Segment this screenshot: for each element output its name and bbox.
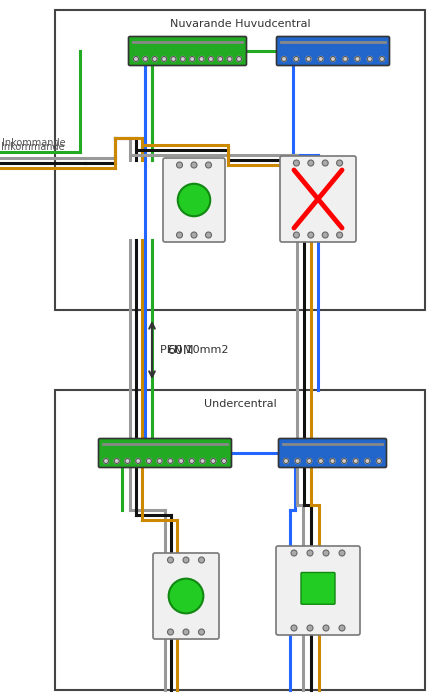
Text: 60M: 60M	[167, 344, 194, 356]
Circle shape	[211, 458, 216, 463]
FancyBboxPatch shape	[279, 438, 386, 468]
Circle shape	[318, 57, 323, 62]
Circle shape	[103, 458, 109, 463]
Circle shape	[319, 458, 323, 463]
Circle shape	[114, 458, 119, 463]
Circle shape	[307, 625, 313, 631]
Circle shape	[143, 57, 148, 62]
Circle shape	[209, 57, 213, 62]
Circle shape	[323, 550, 329, 556]
Circle shape	[295, 458, 300, 463]
Circle shape	[307, 458, 312, 463]
Bar	[55, 10, 425, 310]
Circle shape	[330, 458, 335, 463]
Circle shape	[179, 458, 183, 463]
Circle shape	[339, 625, 345, 631]
Circle shape	[291, 625, 297, 631]
Circle shape	[343, 57, 348, 62]
Circle shape	[379, 57, 385, 62]
Circle shape	[136, 458, 141, 463]
Circle shape	[355, 57, 360, 62]
Circle shape	[178, 184, 210, 216]
Circle shape	[322, 232, 328, 238]
Circle shape	[189, 458, 194, 463]
Circle shape	[337, 160, 343, 166]
Circle shape	[323, 625, 329, 631]
Circle shape	[291, 550, 297, 556]
Circle shape	[377, 458, 381, 463]
FancyBboxPatch shape	[163, 158, 225, 242]
Circle shape	[330, 57, 335, 62]
FancyBboxPatch shape	[276, 36, 389, 66]
Circle shape	[200, 458, 205, 463]
Circle shape	[294, 57, 299, 62]
FancyBboxPatch shape	[153, 553, 219, 639]
Circle shape	[365, 458, 370, 463]
Text: Inkommande: Inkommande	[1, 142, 65, 152]
FancyBboxPatch shape	[276, 546, 360, 635]
Circle shape	[133, 57, 139, 62]
Circle shape	[308, 232, 314, 238]
Circle shape	[169, 579, 203, 613]
Circle shape	[367, 57, 372, 62]
Circle shape	[322, 160, 328, 166]
Circle shape	[125, 458, 130, 463]
Circle shape	[205, 232, 212, 238]
Circle shape	[353, 458, 358, 463]
Circle shape	[199, 57, 204, 62]
Circle shape	[198, 629, 205, 635]
FancyBboxPatch shape	[128, 36, 246, 66]
FancyBboxPatch shape	[280, 156, 356, 242]
Circle shape	[183, 557, 189, 563]
Circle shape	[152, 57, 157, 62]
Circle shape	[308, 160, 314, 166]
Text: Nuvarande Huvudcentral: Nuvarande Huvudcentral	[170, 19, 310, 29]
Circle shape	[176, 232, 183, 238]
Circle shape	[205, 162, 212, 168]
Text: Undercentral: Undercentral	[204, 399, 276, 409]
FancyBboxPatch shape	[99, 438, 231, 468]
Circle shape	[183, 629, 189, 635]
Circle shape	[218, 57, 223, 62]
Text: PEN 10mm2: PEN 10mm2	[160, 345, 228, 355]
Circle shape	[147, 458, 151, 463]
Circle shape	[339, 550, 345, 556]
Circle shape	[227, 57, 232, 62]
Circle shape	[198, 557, 205, 563]
Bar	[55, 390, 425, 690]
Circle shape	[307, 550, 313, 556]
Circle shape	[161, 57, 167, 62]
Circle shape	[191, 162, 197, 168]
Circle shape	[282, 57, 286, 62]
Circle shape	[157, 458, 162, 463]
Text: Inkommande: Inkommande	[2, 138, 66, 148]
Circle shape	[283, 458, 289, 463]
Circle shape	[237, 57, 242, 62]
Circle shape	[168, 458, 173, 463]
Circle shape	[337, 232, 343, 238]
Circle shape	[176, 162, 183, 168]
Circle shape	[180, 57, 185, 62]
Circle shape	[341, 458, 347, 463]
Circle shape	[293, 232, 299, 238]
Circle shape	[221, 458, 227, 463]
Circle shape	[168, 557, 173, 563]
FancyBboxPatch shape	[301, 573, 335, 604]
Circle shape	[168, 629, 173, 635]
Circle shape	[306, 57, 311, 62]
Circle shape	[293, 160, 299, 166]
Circle shape	[190, 57, 194, 62]
Circle shape	[191, 232, 197, 238]
Circle shape	[171, 57, 176, 62]
